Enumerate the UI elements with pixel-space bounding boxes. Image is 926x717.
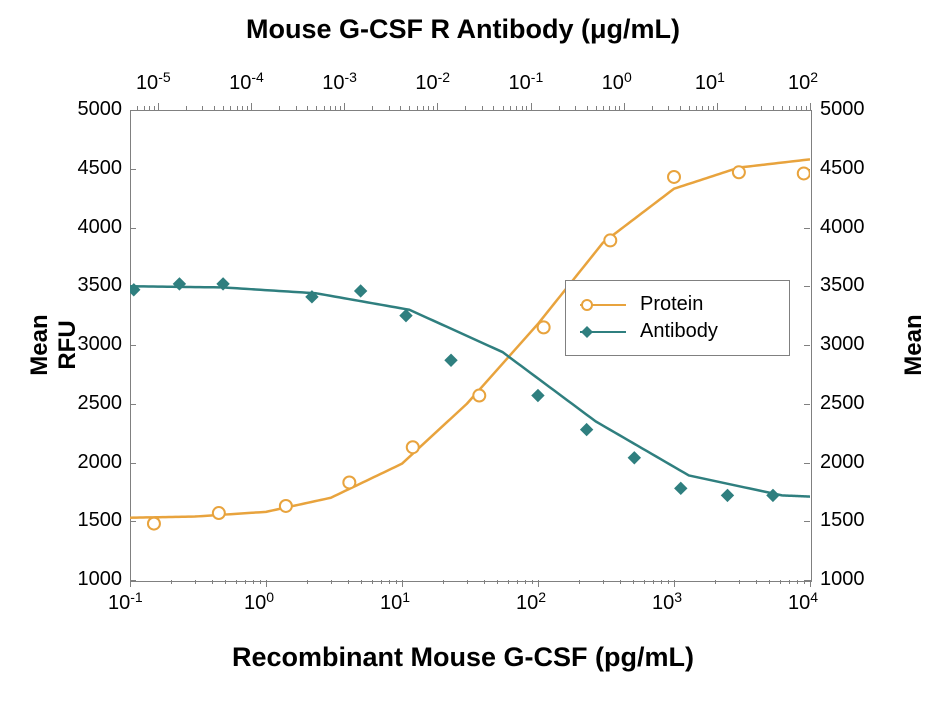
antibody-point	[721, 489, 733, 501]
protein-point	[798, 167, 810, 179]
protein-point	[733, 166, 745, 178]
protein-point	[473, 390, 485, 402]
protein-point	[280, 500, 292, 512]
antibody-point	[532, 390, 544, 402]
antibody-point	[767, 489, 779, 501]
antibody-point	[628, 452, 640, 464]
protein-point	[604, 234, 616, 246]
legend-swatch	[580, 325, 626, 339]
legend-row-protein: Protein	[580, 293, 775, 316]
antibody-point	[581, 424, 593, 436]
protein-point	[538, 321, 550, 333]
antibody-point	[445, 354, 457, 366]
legend-row-antibody: Antibody	[580, 320, 775, 343]
legend: Protein Antibody	[565, 280, 790, 356]
protein-point	[668, 171, 680, 183]
chart-svg	[0, 0, 926, 717]
dose-response-chart: Mouse G-CSF R Antibody (μg/mL)Recombinan…	[0, 0, 926, 717]
protein-point	[343, 476, 355, 488]
legend-swatch	[580, 298, 626, 312]
protein-point	[407, 441, 419, 453]
legend-label: Antibody	[640, 320, 718, 343]
protein-point	[213, 507, 225, 519]
legend-label: Protein	[640, 293, 703, 316]
protein-point	[148, 518, 160, 530]
antibody-point	[675, 482, 687, 494]
antibody-point	[355, 285, 367, 297]
